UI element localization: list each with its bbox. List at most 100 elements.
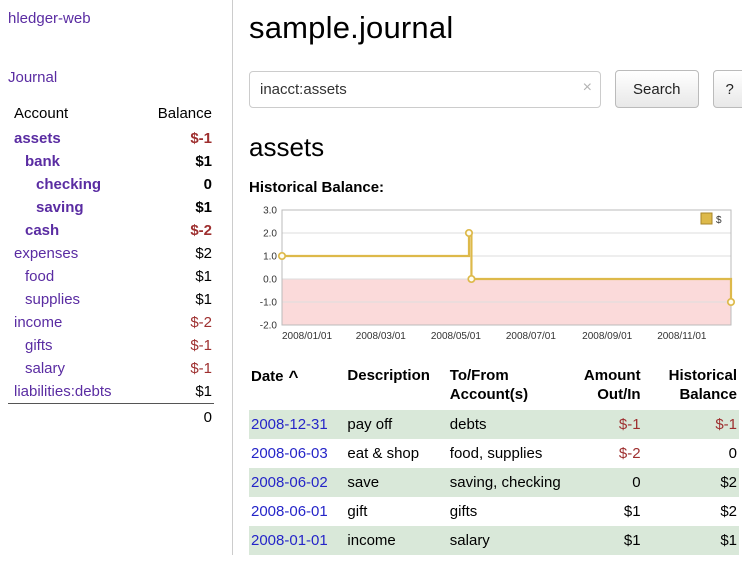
accounts-table: Account Balance assets $-1 bank $1 checking 0… bbox=[8, 102, 214, 429]
account-heading: assets bbox=[249, 132, 325, 162]
transaction-description: eat & shop bbox=[347, 445, 420, 462]
page-title: sample.journal bbox=[249, 10, 454, 45]
transaction-amount: $-1 bbox=[618, 416, 641, 433]
account-row: income $-2 bbox=[8, 311, 214, 334]
transaction-row: 2008-01-01 income salary $1 $1 bbox=[249, 526, 739, 555]
account-link[interactable]: assets bbox=[14, 130, 61, 147]
balance-chart: 3.0 2.0 1.0 0.0 -1.0 -2.0 2008/01/01 2008/03/01… bbox=[249, 202, 742, 350]
transaction-amount: 0 bbox=[632, 474, 641, 491]
chart-title: Historical Balance: bbox=[249, 179, 385, 196]
register-header-accounts: To/From Account(s) bbox=[449, 367, 529, 403]
svg-text:-1.0: -1.0 bbox=[260, 298, 278, 309]
balance-chart-svg: 3.0 2.0 1.0 0.0 -1.0 -2.0 2008/01/01 2008/03/01… bbox=[260, 206, 736, 342]
transaction-date-link[interactable]: 2008-01-01 bbox=[251, 532, 328, 549]
register-header-amount: Amount Out/In bbox=[583, 367, 641, 403]
svg-text:2008/07/01: 2008/07/01 bbox=[506, 331, 556, 342]
account-link[interactable]: salary bbox=[25, 360, 66, 377]
account-link[interactable]: checking bbox=[36, 176, 102, 193]
account-link[interactable]: food bbox=[25, 268, 55, 285]
transaction-date-link[interactable]: 2008-06-03 bbox=[251, 445, 328, 462]
transaction-amount: $1 bbox=[623, 532, 641, 549]
register-header-date[interactable]: Date ^ bbox=[249, 364, 345, 410]
sidebar: hledger-web Journal Account Balance asse… bbox=[0, 0, 233, 555]
transaction-description: gift bbox=[347, 503, 368, 520]
account-row: cash $-2 bbox=[8, 219, 214, 242]
account-balance: $-1 bbox=[190, 360, 212, 377]
search-bar: × Search ? bbox=[249, 70, 742, 108]
account-link[interactable]: cash bbox=[25, 222, 60, 239]
search-button[interactable]: Search bbox=[615, 70, 699, 108]
account-row: checking 0 bbox=[8, 173, 214, 196]
accounts-header-balance: Balance bbox=[157, 105, 212, 122]
account-link[interactable]: bank bbox=[25, 153, 61, 170]
app-title-link[interactable]: hledger-web bbox=[8, 10, 91, 27]
transaction-date-link[interactable]: 2008-06-02 bbox=[251, 474, 328, 491]
accounts-header-account: Account bbox=[14, 105, 69, 122]
account-row: salary $-1 bbox=[8, 357, 214, 380]
svg-text:-2.0: -2.0 bbox=[260, 321, 278, 332]
account-row: supplies $1 bbox=[8, 288, 214, 311]
app-window: hledger-web Journal Account Balance asse… bbox=[0, 0, 742, 555]
account-row: gifts $-1 bbox=[8, 334, 214, 357]
transaction-accounts: salary bbox=[449, 532, 490, 549]
account-balance: 0 bbox=[203, 176, 212, 193]
nav-journal-link[interactable]: Journal bbox=[8, 69, 58, 86]
main-content: sample.journal × Search ? assets Histori… bbox=[233, 0, 742, 555]
transaction-amount: $1 bbox=[623, 503, 641, 520]
transaction-date-link[interactable]: 2008-12-31 bbox=[251, 416, 328, 433]
account-balance: $-1 bbox=[190, 337, 212, 354]
transaction-description: save bbox=[347, 474, 380, 491]
svg-text:0.0: 0.0 bbox=[263, 275, 277, 286]
transaction-date-link[interactable]: 2008-06-01 bbox=[251, 503, 328, 520]
svg-text:2008/03/01: 2008/03/01 bbox=[356, 331, 406, 342]
transaction-accounts: gifts bbox=[449, 503, 478, 520]
account-row: expenses $2 bbox=[8, 242, 214, 265]
account-row: food $1 bbox=[8, 265, 214, 288]
svg-text:2.0: 2.0 bbox=[263, 229, 277, 240]
account-row: bank $1 bbox=[8, 150, 214, 173]
transaction-balance: $-1 bbox=[715, 416, 737, 433]
account-link[interactable]: liabilities:debts bbox=[14, 383, 112, 400]
transaction-accounts: food, supplies bbox=[449, 445, 543, 462]
register-table: Date ^ Description To/From Account(s) Amo… bbox=[249, 364, 739, 555]
transaction-row: 2008-06-02 save saving, checking 0 $2 bbox=[249, 468, 739, 497]
account-row: liabilities:debts $1 bbox=[8, 380, 214, 404]
sort-asc-icon: ^ bbox=[288, 367, 299, 386]
transaction-balance: $1 bbox=[720, 532, 737, 549]
svg-text:2008/09/01: 2008/09/01 bbox=[582, 331, 632, 342]
svg-text:1.0: 1.0 bbox=[263, 252, 277, 263]
accounts-total-spacer bbox=[8, 403, 137, 429]
svg-text:2008/01/01: 2008/01/01 bbox=[282, 331, 332, 342]
register-header-balance: Historical Balance bbox=[668, 367, 737, 403]
transaction-row: 2008-06-01 gift gifts $1 $2 bbox=[249, 497, 739, 526]
transaction-accounts: debts bbox=[449, 416, 487, 433]
transaction-accounts: saving, checking bbox=[449, 474, 561, 491]
transaction-description: pay off bbox=[347, 416, 393, 433]
search-input-wrap: × bbox=[249, 70, 601, 108]
account-balance: $1 bbox=[195, 383, 212, 400]
account-link[interactable]: income bbox=[14, 314, 63, 331]
transaction-row: 2008-06-03 eat & shop food, supplies $-2 0 bbox=[249, 439, 739, 468]
svg-text:2008/05/01: 2008/05/01 bbox=[431, 331, 481, 342]
date-header-label: Date bbox=[251, 368, 284, 385]
account-balance: $1 bbox=[195, 153, 212, 170]
account-link[interactable]: saving bbox=[36, 199, 84, 216]
account-rows: assets $-1 bank $1 checking 0 saving $1 cash $-2 e… bbox=[8, 127, 214, 404]
svg-text:3.0: 3.0 bbox=[263, 206, 277, 217]
search-input[interactable] bbox=[249, 70, 601, 108]
account-balance: $1 bbox=[195, 268, 212, 285]
account-balance: $-2 bbox=[190, 314, 212, 331]
register-header-row: Date ^ Description To/From Account(s) Amo… bbox=[249, 364, 739, 410]
clear-search-icon[interactable]: × bbox=[582, 78, 592, 96]
account-link[interactable]: expenses bbox=[14, 245, 79, 262]
account-link[interactable]: gifts bbox=[25, 337, 53, 354]
account-balance: $2 bbox=[195, 245, 212, 262]
accounts-total-value: 0 bbox=[136, 403, 214, 429]
register-header-description: Description bbox=[347, 367, 430, 384]
account-row: saving $1 bbox=[8, 196, 214, 219]
transaction-amount: $-2 bbox=[618, 445, 641, 462]
help-button[interactable]: ? bbox=[712, 70, 742, 108]
account-link[interactable]: supplies bbox=[25, 291, 81, 308]
transaction-balance: $2 bbox=[720, 503, 737, 520]
register-rows: 2008-12-31 pay off debts $-1 $-1 2008-06-03 ea… bbox=[249, 410, 739, 555]
